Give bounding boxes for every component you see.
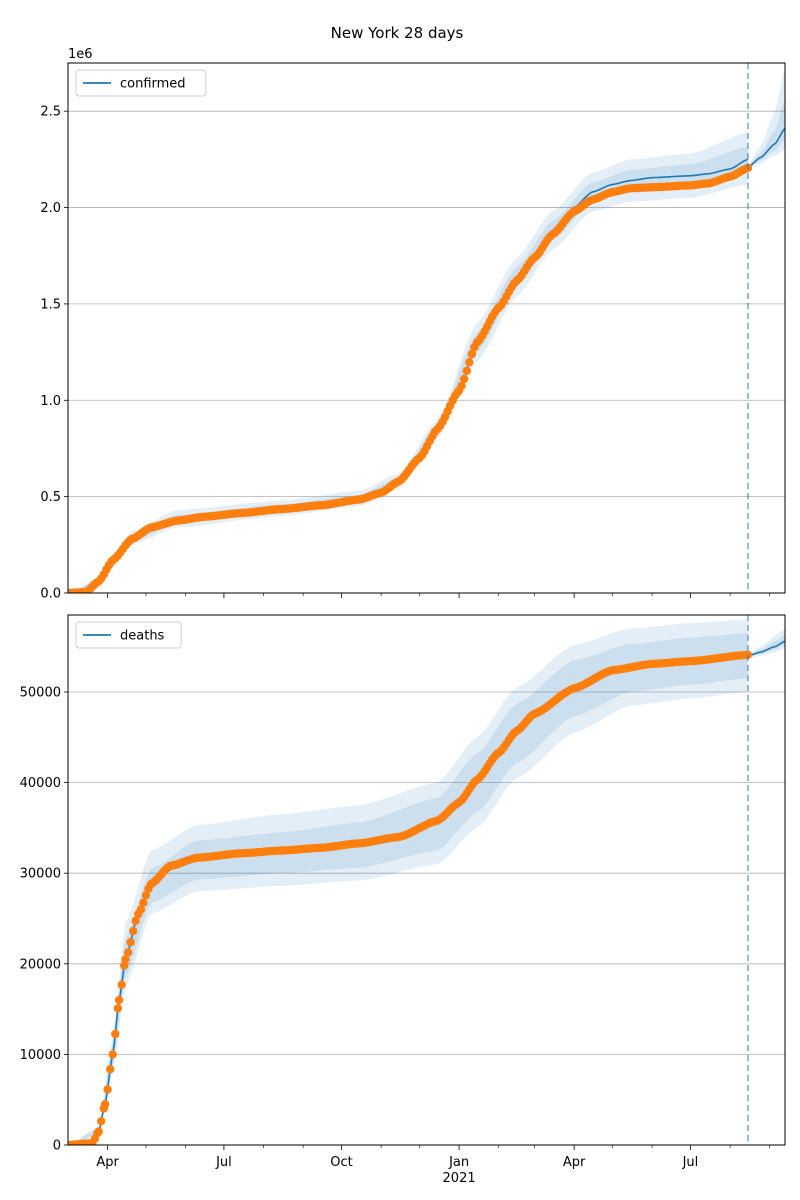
observed-point bbox=[106, 1065, 115, 1074]
legend: confirmed bbox=[75, 69, 207, 97]
forecast-band bbox=[747, 634, 785, 657]
legend-label: confirmed bbox=[120, 77, 186, 92]
y-tick-label: 50000 bbox=[20, 686, 61, 701]
observed-point bbox=[108, 1050, 117, 1059]
deaths-panel: 0 10000 20000 30000 40000 50000 Apr Jul Oct Jan20… bbox=[20, 614, 786, 1186]
confirmed-panel: 0.0 0.5 1.0 1.5 2.0 2.5 1e6 confirmed bbox=[40, 47, 786, 602]
observed-point bbox=[121, 955, 130, 964]
observed-point bbox=[141, 891, 151, 900]
forecast-band bbox=[747, 628, 785, 658]
y-tick-label: 2.0 bbox=[40, 201, 61, 216]
chart-title: New York 28 days bbox=[331, 24, 464, 42]
observed-point bbox=[97, 1117, 106, 1126]
x-tick-label: Apr bbox=[96, 1155, 119, 1170]
legend-box bbox=[75, 621, 182, 649]
x-tick-label: Jan bbox=[448, 1155, 469, 1170]
observed-point bbox=[123, 948, 133, 957]
x-tick-label: Jul bbox=[682, 1155, 699, 1170]
observed-point bbox=[136, 905, 146, 914]
observed-point bbox=[111, 1029, 120, 1039]
y-tick-label: 0 bbox=[53, 1139, 61, 1154]
observed-point bbox=[131, 916, 140, 926]
legend: deaths bbox=[75, 621, 182, 649]
forecast-band bbox=[747, 99, 785, 168]
observed-point bbox=[126, 938, 135, 947]
x-tick-label: Jul bbox=[215, 1155, 232, 1170]
axes-frame bbox=[67, 62, 786, 594]
observed-point bbox=[103, 1085, 112, 1094]
observed-point bbox=[117, 980, 126, 989]
observed-point bbox=[139, 898, 148, 907]
forecast-line bbox=[747, 127, 785, 168]
observed-point bbox=[129, 926, 138, 936]
y-tick-label: 40000 bbox=[20, 776, 61, 791]
y-tick-label: 10000 bbox=[20, 1048, 61, 1063]
y-tick-label: 1.5 bbox=[40, 297, 61, 312]
y-offset-label: 1e6 bbox=[68, 47, 93, 62]
observed-point bbox=[465, 358, 474, 367]
axes-frame bbox=[67, 614, 786, 1146]
x-tick-label: Oct bbox=[330, 1155, 352, 1170]
uncertainty-band bbox=[68, 132, 748, 593]
observed-point bbox=[460, 374, 469, 384]
y-tick-label: 0.0 bbox=[40, 587, 61, 602]
uncertainty-band bbox=[68, 633, 748, 1145]
y-tick-label: 2.5 bbox=[40, 105, 61, 120]
y-tick-label: 30000 bbox=[20, 867, 61, 882]
x-tick-label: Apr bbox=[563, 1155, 586, 1170]
observed-point bbox=[457, 381, 466, 391]
y-tick-label: 0.5 bbox=[40, 490, 61, 505]
observed-point bbox=[462, 366, 471, 375]
observed-point bbox=[113, 1004, 123, 1013]
x-tick-sublabel: 2021 bbox=[443, 1171, 476, 1186]
y-tick-label: 1.0 bbox=[40, 394, 61, 409]
observed-point bbox=[467, 349, 477, 359]
observed-point bbox=[94, 1127, 103, 1136]
forecast-line bbox=[747, 640, 785, 657]
observed-point bbox=[114, 995, 124, 1005]
observed-point bbox=[100, 1100, 110, 1109]
uncertainty-band bbox=[68, 619, 748, 1145]
legend-box bbox=[75, 69, 207, 97]
legend-label: deaths bbox=[120, 629, 165, 644]
observed-point bbox=[743, 650, 753, 660]
y-tick-label: 20000 bbox=[20, 957, 61, 972]
